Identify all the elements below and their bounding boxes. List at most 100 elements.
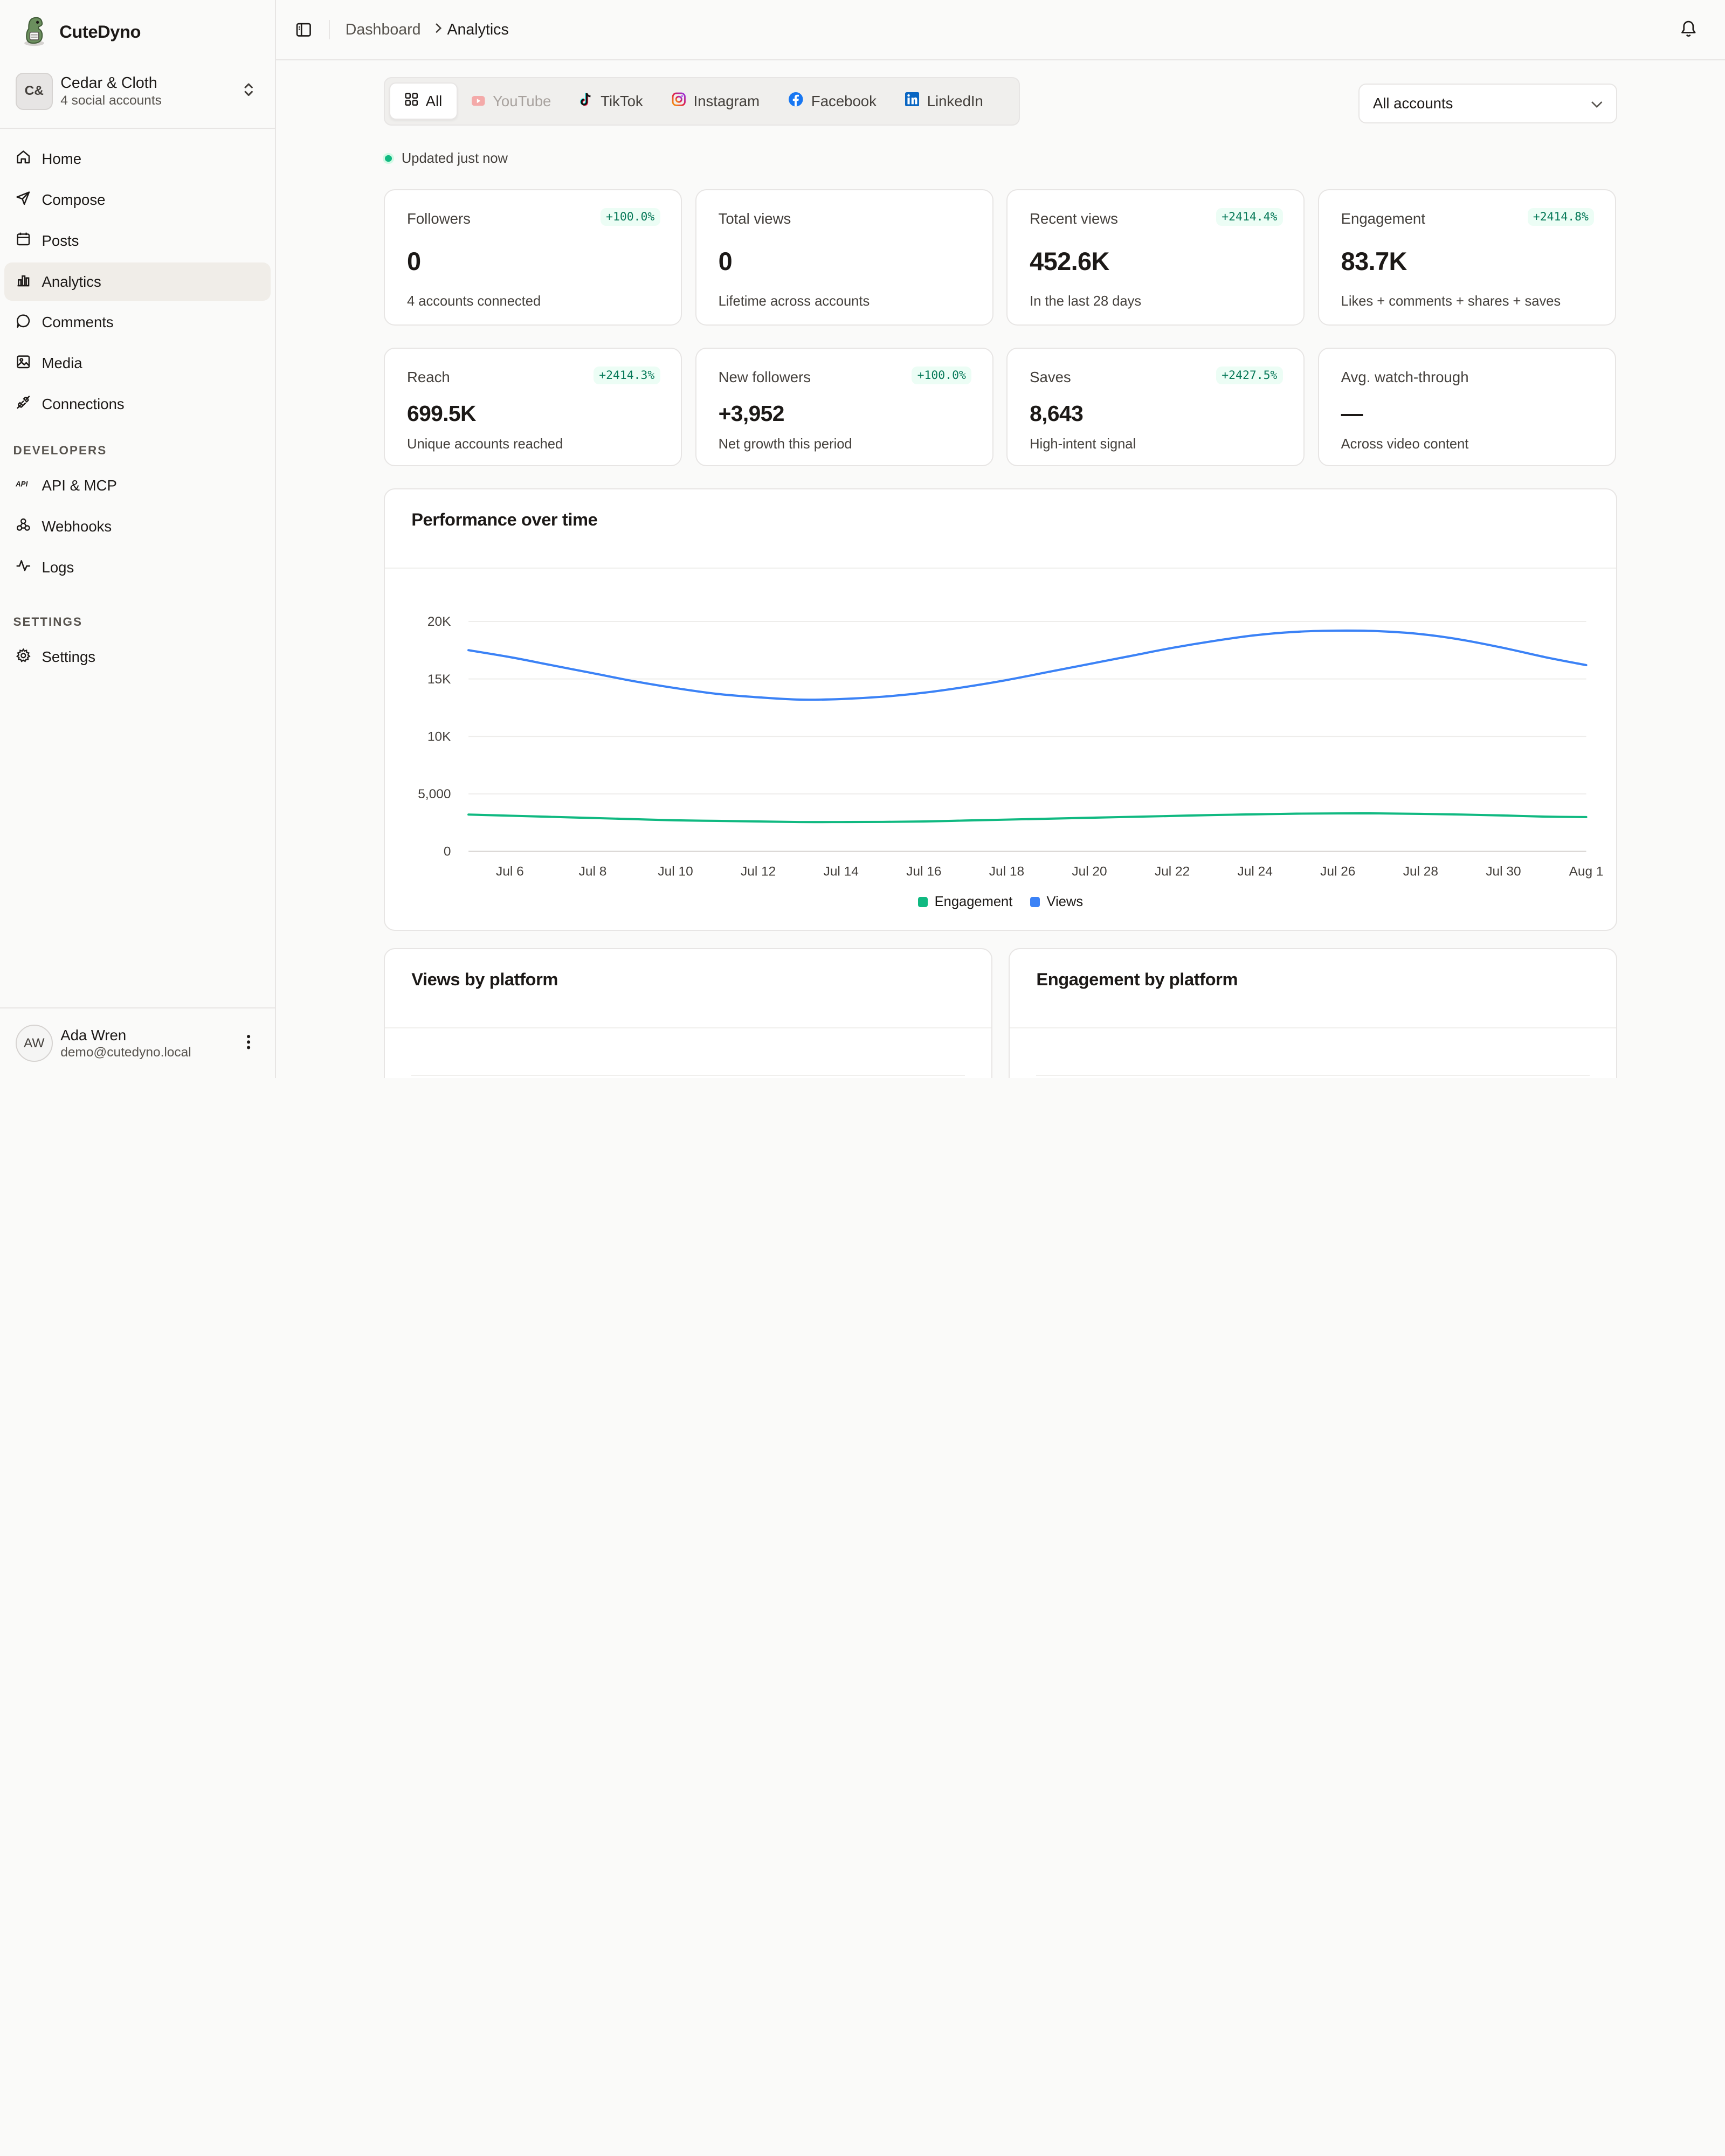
nav-item-comments[interactable]: Comments <box>4 303 271 342</box>
tab-all[interactable]: All <box>389 82 458 120</box>
breadcrumb: Dashboard Analytics <box>346 21 509 39</box>
tab-label: LinkedIn <box>927 92 983 109</box>
chevrons-up-down-icon <box>238 81 260 101</box>
chart-legend: Engagement Views <box>385 894 1616 910</box>
tab-facebook[interactable]: Facebook <box>774 82 891 120</box>
update-status-text: Updated just now <box>401 150 508 166</box>
stat-value: — <box>1341 401 1363 426</box>
nav-item-label: API & MCP <box>42 476 117 494</box>
legend-item-views[interactable]: Views <box>1030 894 1083 910</box>
nav-item-compose[interactable]: Compose <box>4 181 271 219</box>
workspace-subtitle: 4 social accounts <box>60 93 162 108</box>
x-tick-label: Jul 6 <box>496 864 524 879</box>
stat-value: 8,643 <box>1030 401 1084 426</box>
nav-item-webhooks[interactable]: Webhooks <box>4 507 271 545</box>
x-tick-label: Jul 22 <box>1155 864 1190 879</box>
status-badge: +2414.4% <box>1216 208 1283 226</box>
engagement-by-platform-card: Engagement by platform <box>1009 948 1617 1078</box>
sidebar: CuteDyno C& Cedar & Cloth 4 social accou… <box>0 0 277 1078</box>
tab-label: YouTube <box>493 92 551 109</box>
status-badge: +100.0% <box>600 208 660 226</box>
x-tick-label: Jul 18 <box>989 864 1024 879</box>
sidebar-toggle-icon[interactable] <box>296 21 314 39</box>
stat-title: Reach <box>407 368 450 385</box>
activity-icon <box>16 558 31 577</box>
brand[interactable]: CuteDyno <box>0 0 275 64</box>
tab-label: All <box>425 92 443 109</box>
x-tick-label: Jul 10 <box>658 864 693 879</box>
bell-icon[interactable] <box>1681 20 1699 38</box>
nav-item-connections[interactable]: Connections <box>4 385 271 424</box>
stat-card-engagement: Engagement +2414.8% 83.7K Likes + commen… <box>1317 189 1616 326</box>
nav-item-home[interactable]: Home <box>4 140 271 178</box>
user-email: demo@cutedyno.local <box>60 1045 191 1060</box>
nav-item-posts[interactable]: Posts <box>4 222 271 260</box>
x-tick-label: Jul 24 <box>1238 864 1273 879</box>
views-by-platform-card: Views by platform <box>384 948 992 1078</box>
instagram-icon <box>672 92 686 110</box>
y-tick-label: 5,000 <box>418 787 451 801</box>
nav-item-label: Settings <box>42 648 96 666</box>
plug-icon <box>16 395 31 414</box>
performance-line-chart: 0 5,000 10K 15K 20K Jul 6 Jul 8 Jul 10 Jul 12 Jul… <box>418 614 1603 879</box>
tab-label: TikTok <box>601 92 643 109</box>
more-vertical-icon[interactable] <box>238 1033 260 1053</box>
nav-item-label: Posts <box>42 232 79 249</box>
nav-item-analytics[interactable]: Analytics <box>4 262 271 301</box>
stat-card-saves: Saves +2427.5% 8,643 High-intent signal <box>1006 347 1305 467</box>
nav-item-api-mcp[interactable]: API API & MCP <box>4 466 271 505</box>
calendar-icon <box>16 231 31 251</box>
nav-item-logs[interactable]: Logs <box>4 548 271 586</box>
legend-label: Engagement <box>934 894 1013 910</box>
legend-item-engagement[interactable]: Engagement <box>918 894 1012 910</box>
divider <box>329 19 330 40</box>
y-tick-label: 10K <box>427 729 451 744</box>
stat-title: Avg. watch-through <box>1341 368 1469 385</box>
image-icon <box>16 354 31 374</box>
nav-item-label: Compose <box>42 191 106 208</box>
tab-tiktok[interactable]: TikTok <box>565 82 657 120</box>
breadcrumb-parent[interactable]: Dashboard <box>345 20 421 38</box>
x-tick-label: Jul 20 <box>1072 864 1107 879</box>
card-header: Performance over time <box>385 489 1616 569</box>
tab-linkedin[interactable]: LinkedIn <box>891 82 997 120</box>
legend-swatch <box>1030 897 1040 907</box>
user-name: Ada Wren <box>60 1026 127 1044</box>
stat-title: Engagement <box>1341 210 1425 227</box>
workspace-switcher[interactable]: C& Cedar & Cloth 4 social accounts <box>0 64 275 129</box>
legend-swatch <box>918 897 928 907</box>
stat-title: Total views <box>718 210 791 227</box>
stat-card-new-followers: New followers +100.0% +3,952 Net growth … <box>695 347 993 467</box>
nav-item-label: Home <box>42 150 82 167</box>
nav-item-settings[interactable]: Settings <box>4 638 271 676</box>
account-select[interactable]: All accounts <box>1358 84 1617 123</box>
stat-value: 699.5K <box>407 401 477 426</box>
grid-icon <box>405 93 418 110</box>
stat-subtitle: High-intent signal <box>1030 436 1136 452</box>
x-tick-label: Jul 26 <box>1320 864 1355 879</box>
tab-instagram[interactable]: Instagram <box>657 82 774 120</box>
status-dot-icon <box>383 153 394 164</box>
tab-youtube[interactable]: YouTube <box>458 82 565 120</box>
card-header: Engagement by platform <box>1010 949 1616 1029</box>
stat-card-followers: Followers +100.0% 0 4 accounts connected <box>384 189 682 326</box>
svg-text:API: API <box>16 480 28 488</box>
nav-item-media[interactable]: Media <box>4 344 271 383</box>
nav-item-label: Analytics <box>42 273 101 290</box>
y-tick-label: 20K <box>427 614 451 629</box>
linkedin-icon <box>905 92 920 110</box>
account-select-value: All accounts <box>1372 94 1453 112</box>
card-header: Views by platform <box>385 949 991 1029</box>
status-badge: +2427.5% <box>1216 366 1283 384</box>
breadcrumb-current: Analytics <box>447 20 509 38</box>
x-tick-label: Jul 16 <box>906 864 941 879</box>
status-badge: +2414.8% <box>1527 208 1595 226</box>
avatar: AW <box>15 1024 53 1062</box>
stat-value: 83.7K <box>1341 247 1407 276</box>
nav-item-label: Comments <box>42 314 114 331</box>
card-title: Views by platform <box>411 969 558 989</box>
x-tick-label: Jul 8 <box>579 864 607 879</box>
user-menu[interactable]: AW Ada Wren demo@cutedyno.local <box>0 1007 275 1078</box>
youtube-icon <box>472 93 485 110</box>
nav-section-settings: SETTINGS <box>13 615 82 629</box>
